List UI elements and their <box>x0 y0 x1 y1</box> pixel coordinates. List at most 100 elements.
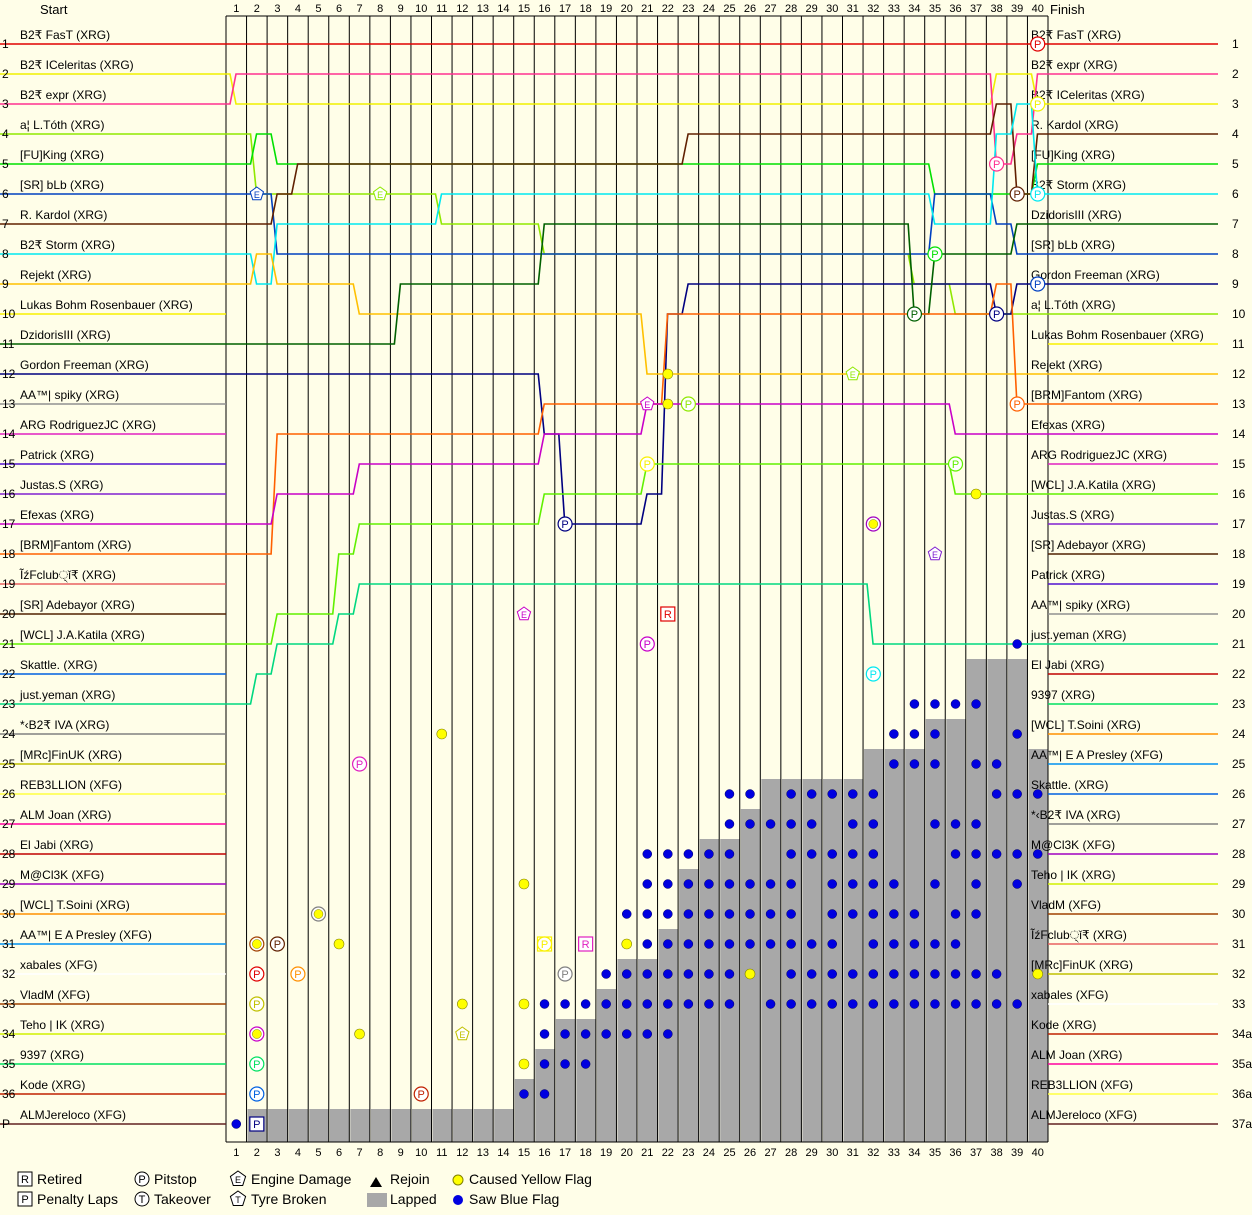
start-rank: 32 <box>2 967 16 981</box>
lapped-cell <box>1028 749 1048 1142</box>
blue-flag-dot <box>868 789 879 799</box>
finish-driver-name: xabales (XFG) <box>1031 988 1108 1002</box>
pitstop-marker <box>989 306 1005 322</box>
finish-rank: 15 <box>1232 457 1246 471</box>
lap-tick-bottom: 34 <box>908 1147 920 1159</box>
lap-tick-top: 12 <box>456 3 468 15</box>
blue-flag-dot <box>704 909 714 919</box>
pitstop-letter: P <box>644 639 651 651</box>
lapped-cell <box>453 1109 473 1142</box>
blue-flag-dot <box>971 879 981 889</box>
legend-label: Penalty Laps <box>37 1191 118 1207</box>
start-rank: 9 <box>2 277 9 291</box>
blue-flag-dot <box>745 789 755 799</box>
start-rank: 13 <box>2 397 16 411</box>
finish-rank: 8 <box>1232 247 1239 261</box>
blue-flag-dot <box>786 969 796 979</box>
finish-driver-name: REB3LLION (XFG) <box>1031 1078 1133 1092</box>
pitstop-letter: P <box>253 969 260 981</box>
blue-flag-dot <box>724 969 735 979</box>
blue-flag-dot <box>909 699 920 709</box>
start-driver-name: Efexas (XRG) <box>20 508 94 522</box>
blue-flag-dot <box>745 909 755 919</box>
blue-flag-dot <box>971 759 981 769</box>
yellow-flag-dot <box>518 998 530 1010</box>
finish-rank: 1 <box>1232 37 1239 51</box>
lap-tick-bottom: 2 <box>254 1147 260 1159</box>
blue-flag-dot <box>621 999 632 1009</box>
lap-tick-top: 7 <box>357 3 363 15</box>
start-rank: 28 <box>2 847 16 861</box>
blue-flag-dot <box>683 909 694 919</box>
engine-damage-marker <box>927 546 943 561</box>
lap-tick-top: 6 <box>336 3 342 15</box>
driver-track <box>226 73 1048 165</box>
lap-tick-top: 33 <box>888 3 900 15</box>
start-driver-name: R. Kardol (XRG) <box>20 208 107 222</box>
blue-flag-dot <box>909 969 920 979</box>
finish-driver-name: ĨźFclub੍ǐ₹ (XRG) <box>1030 928 1127 943</box>
finish-rank: 27 <box>1232 817 1246 831</box>
start-rank: 34 <box>2 1027 16 1041</box>
lap-tick-bottom: 32 <box>867 1147 879 1159</box>
start-rank: 12 <box>2 367 16 381</box>
lap-tick-bottom: 11 <box>436 1147 447 1159</box>
blue-flag-dot <box>1032 789 1043 799</box>
finish-rank: 20 <box>1232 607 1246 621</box>
lap-tick-bottom: 10 <box>415 1147 427 1159</box>
blue-flag-dot <box>724 849 735 859</box>
legend-label: Caused Yellow Flag <box>469 1171 592 1187</box>
lap-tick-bottom: 9 <box>398 1147 404 1159</box>
blue-flag-dot <box>889 729 899 739</box>
lap-tick-bottom: 27 <box>764 1147 776 1159</box>
blue-flag-dot <box>1012 789 1022 799</box>
blue-flag-dot <box>868 819 879 829</box>
blue-flag-dot <box>950 699 961 709</box>
finish-driver-name: Rejekt (XRG) <box>1031 358 1102 372</box>
finish-driver-name: AA™| E A Presley (XFG) <box>1031 748 1163 762</box>
start-driver-name: Skattle. (XRG) <box>20 658 97 672</box>
driver-track <box>226 223 1048 345</box>
finish-driver-name: Teho | IK (XRG) <box>1031 868 1115 882</box>
yellow-flag-dot <box>354 1028 365 1040</box>
blue-flag-dot <box>930 759 940 769</box>
blue-flag-dot <box>806 999 817 1009</box>
blue-flag-dot <box>868 999 879 1009</box>
finish-rank: 13 <box>1232 397 1246 411</box>
lap-tick-top: 40 <box>1032 3 1044 15</box>
lapped-cell <box>268 1109 288 1142</box>
finish-rank: 24 <box>1232 727 1246 741</box>
finish-driver-name: just.yeman (XRG) <box>1030 628 1126 642</box>
pitstop-marker <box>906 306 923 322</box>
start-driver-name: [SR] bLb (XRG) <box>20 178 104 192</box>
start-driver-name: ALM Joan (XRG) <box>20 808 111 822</box>
finish-rank: 28 <box>1232 847 1246 861</box>
blue-flag-dot <box>827 999 837 1009</box>
blue-flag-dot <box>868 879 879 889</box>
lap-tick-top: 9 <box>398 3 404 15</box>
legend-square-icon <box>17 1171 33 1187</box>
pitstop-letter: P <box>1034 279 1041 291</box>
engine-damage-marker <box>249 186 265 201</box>
pitstop-marker <box>249 966 265 982</box>
blue-flag-dot <box>950 999 961 1009</box>
lap-tick-bottom: 3 <box>274 1147 280 1159</box>
blue-flag-dot <box>704 849 714 859</box>
lap-tick-top: 34 <box>908 3 920 15</box>
finish-driver-name: AA™| spiky (XRG) <box>1031 598 1130 612</box>
blue-flag-dot <box>909 759 920 769</box>
pitstop-letter: P <box>294 969 301 981</box>
blue-flag-dot <box>971 909 981 919</box>
pitstop-marker <box>351 756 368 772</box>
lapped-cell <box>391 1109 411 1142</box>
legend: R Retired P Penalty Laps P Pitstop T Takeover E E… <box>17 1170 592 1207</box>
finish-rank: 2 <box>1232 67 1239 81</box>
engine-damage-marker <box>455 1026 470 1041</box>
start-rank: 19 <box>2 577 16 591</box>
blue-flag-dot <box>971 999 981 1009</box>
driver-track <box>226 253 1048 375</box>
blue-flag-dot <box>683 969 694 979</box>
driver-track <box>226 583 1048 705</box>
blue-flag-dot <box>765 939 776 949</box>
blue-flag-dot <box>642 879 653 889</box>
